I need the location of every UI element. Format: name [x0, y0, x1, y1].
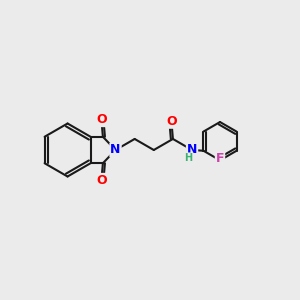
- Text: N: N: [110, 143, 121, 157]
- Text: H: H: [184, 153, 192, 163]
- Text: O: O: [96, 174, 107, 187]
- Text: N: N: [187, 143, 197, 157]
- Text: O: O: [166, 115, 177, 128]
- Text: F: F: [216, 152, 224, 165]
- Text: O: O: [96, 113, 107, 126]
